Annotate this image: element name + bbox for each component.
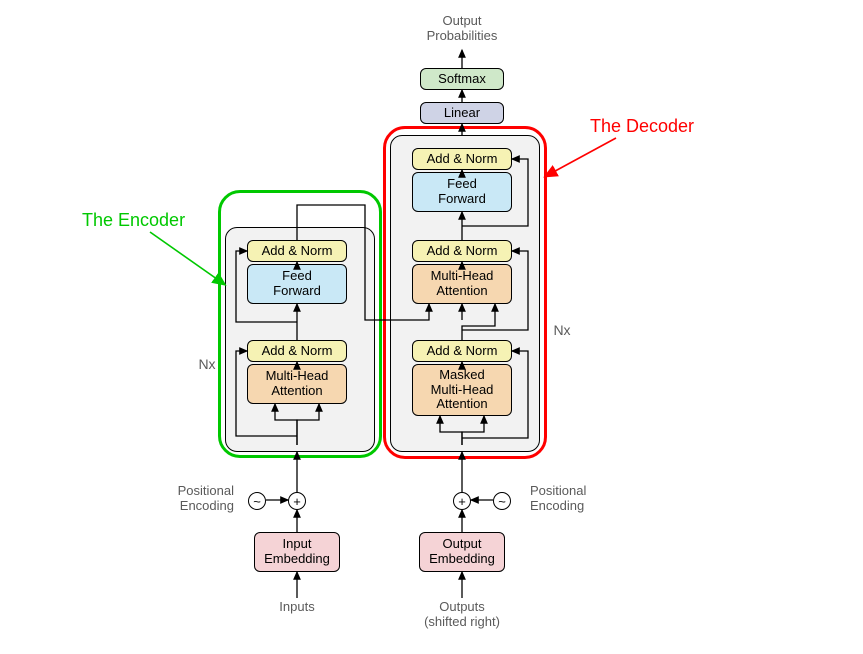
encoder-annotation: The Encoder [82,210,212,232]
linear-box: Linear [420,102,504,124]
decoder-annotation: The Decoder [590,116,720,138]
output-probabilities-label: Output Probabilities [412,14,512,48]
encoder-highlight-outline [218,190,382,458]
softmax-box: Softmax [420,68,504,90]
positional-encoding-left-label: Positional Encoding [164,484,234,518]
encoder-nx-label: Nx [193,356,221,374]
diagram-stage: Add & Norm Feed Forward Add & Norm Multi… [0,0,863,654]
decoder-highlight-outline [383,126,547,459]
output-embedding-box: Output Embedding [419,532,505,572]
positional-encoding-right-label: Positional Encoding [530,484,600,518]
decoder-positional-icon: ~ [493,492,511,510]
encoder-plus-icon: + [288,492,306,510]
outputs-label: Outputs (shifted right) [412,600,512,634]
decoder-nx-label: Nx [548,322,576,340]
input-embedding-box: Input Embedding [254,532,340,572]
decoder-plus-icon: + [453,492,471,510]
inputs-label: Inputs [260,600,334,618]
encoder-positional-icon: ~ [248,492,266,510]
